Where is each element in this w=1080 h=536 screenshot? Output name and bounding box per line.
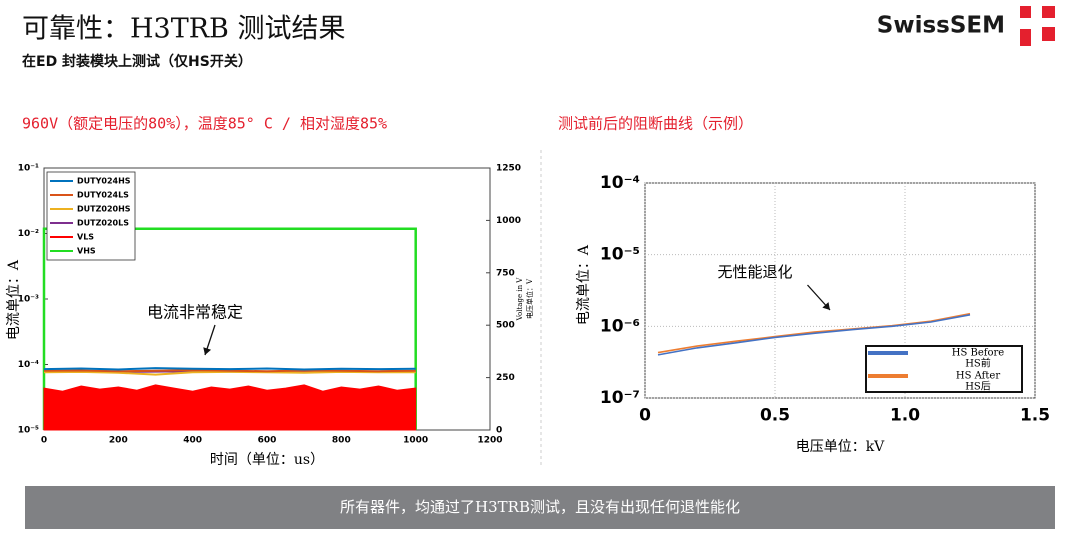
plot-clip xyxy=(657,312,971,356)
chart-title: 测试前后的阻断曲线（示例） xyxy=(558,115,753,133)
y-tick-label: 10⁻¹ xyxy=(18,164,39,174)
x-tick-label: 1000 xyxy=(403,436,428,446)
x-tick-label: 1.0 xyxy=(890,405,920,425)
plot-clip xyxy=(42,227,417,431)
x-tick-label: 0.5 xyxy=(760,405,790,425)
y2-axis-label: Voltage in V xyxy=(516,277,524,322)
series-line xyxy=(43,367,416,371)
y-tick-label: 10⁻⁶ xyxy=(600,316,640,336)
legend-label: DUTY024LS xyxy=(77,191,129,200)
y-tick-label: 10⁻⁴ xyxy=(600,173,640,193)
annotation-arrowhead xyxy=(822,302,830,310)
series-line xyxy=(43,370,416,376)
y2-tick-label: 1250 xyxy=(496,164,521,174)
y-tick-label: 10⁻⁴ xyxy=(18,360,39,370)
legend-label: DUTY024HS xyxy=(77,177,131,186)
series-line xyxy=(42,227,417,430)
chart-title: 960V（额定电压的80%），温度85° C / 相对湿度85% xyxy=(22,115,387,133)
logo-mark xyxy=(1020,6,1055,46)
y2-tick-label: 250 xyxy=(496,373,515,383)
y2-axis-label: 电压单位：V xyxy=(525,278,534,319)
y-tick-label: 10⁻³ xyxy=(18,295,39,305)
title: 可靠性：H3TRB 测试结果 xyxy=(22,14,346,45)
annotation: 无性能退化 xyxy=(717,263,792,281)
series-area xyxy=(43,384,417,431)
y-tick-label: 10⁻⁵ xyxy=(600,245,640,265)
legend-label: HS Before xyxy=(952,348,1005,359)
x-axis-label: 时间（单位：us） xyxy=(210,452,324,468)
footer-text: 所有器件，均通过了H3TRB测试，且没有出现任何退性能化 xyxy=(340,498,740,516)
y2-tick-label: 750 xyxy=(496,268,515,278)
annotation-arrowhead xyxy=(203,347,212,355)
legend-label: VLS xyxy=(77,233,94,242)
y-axis-label: 电流单位：A xyxy=(576,244,592,325)
legend-label: DUTZ020HS xyxy=(77,205,131,214)
x-tick-label: 800 xyxy=(332,436,351,446)
legend-sublabel: HS后 xyxy=(965,381,991,393)
legend-box xyxy=(46,171,136,261)
x-tick-label: 1.5 xyxy=(1020,405,1050,425)
y2-tick-label: 500 xyxy=(496,321,515,331)
x-tick-label: 200 xyxy=(109,436,128,446)
legend-label: DUTZ020LS xyxy=(77,219,129,228)
legend-sublabel: HS前 xyxy=(965,357,991,370)
legend-label: HS After xyxy=(956,371,1000,382)
y-tick-label: 10⁻⁵ xyxy=(18,426,39,436)
legend-label: VHS xyxy=(77,247,96,256)
series-line xyxy=(43,369,416,373)
subtitle: 在ED 封装模块上测试（仅HS开关） xyxy=(22,53,252,70)
footer-bar xyxy=(25,486,1055,529)
y2-tick-label: 1000 xyxy=(496,216,521,226)
y-axis-label: 电流单位：A xyxy=(6,259,22,340)
y-tick-label: 10⁻² xyxy=(18,229,39,239)
x-tick-label: 400 xyxy=(183,436,202,446)
x-tick-label: 1200 xyxy=(477,436,502,446)
series-line xyxy=(657,314,971,356)
y2-tick-label: 0 xyxy=(496,426,502,436)
x-axis-label: 电压单位：kV xyxy=(796,439,885,455)
x-tick-label: 600 xyxy=(258,436,277,446)
y-tick-label: 10⁻⁷ xyxy=(600,388,640,408)
annotation: 电流非常稳定 xyxy=(147,303,243,322)
x-tick-label: 0 xyxy=(41,436,47,446)
logo: SwissSEM xyxy=(877,13,1005,39)
x-tick-label: 0 xyxy=(639,405,651,425)
